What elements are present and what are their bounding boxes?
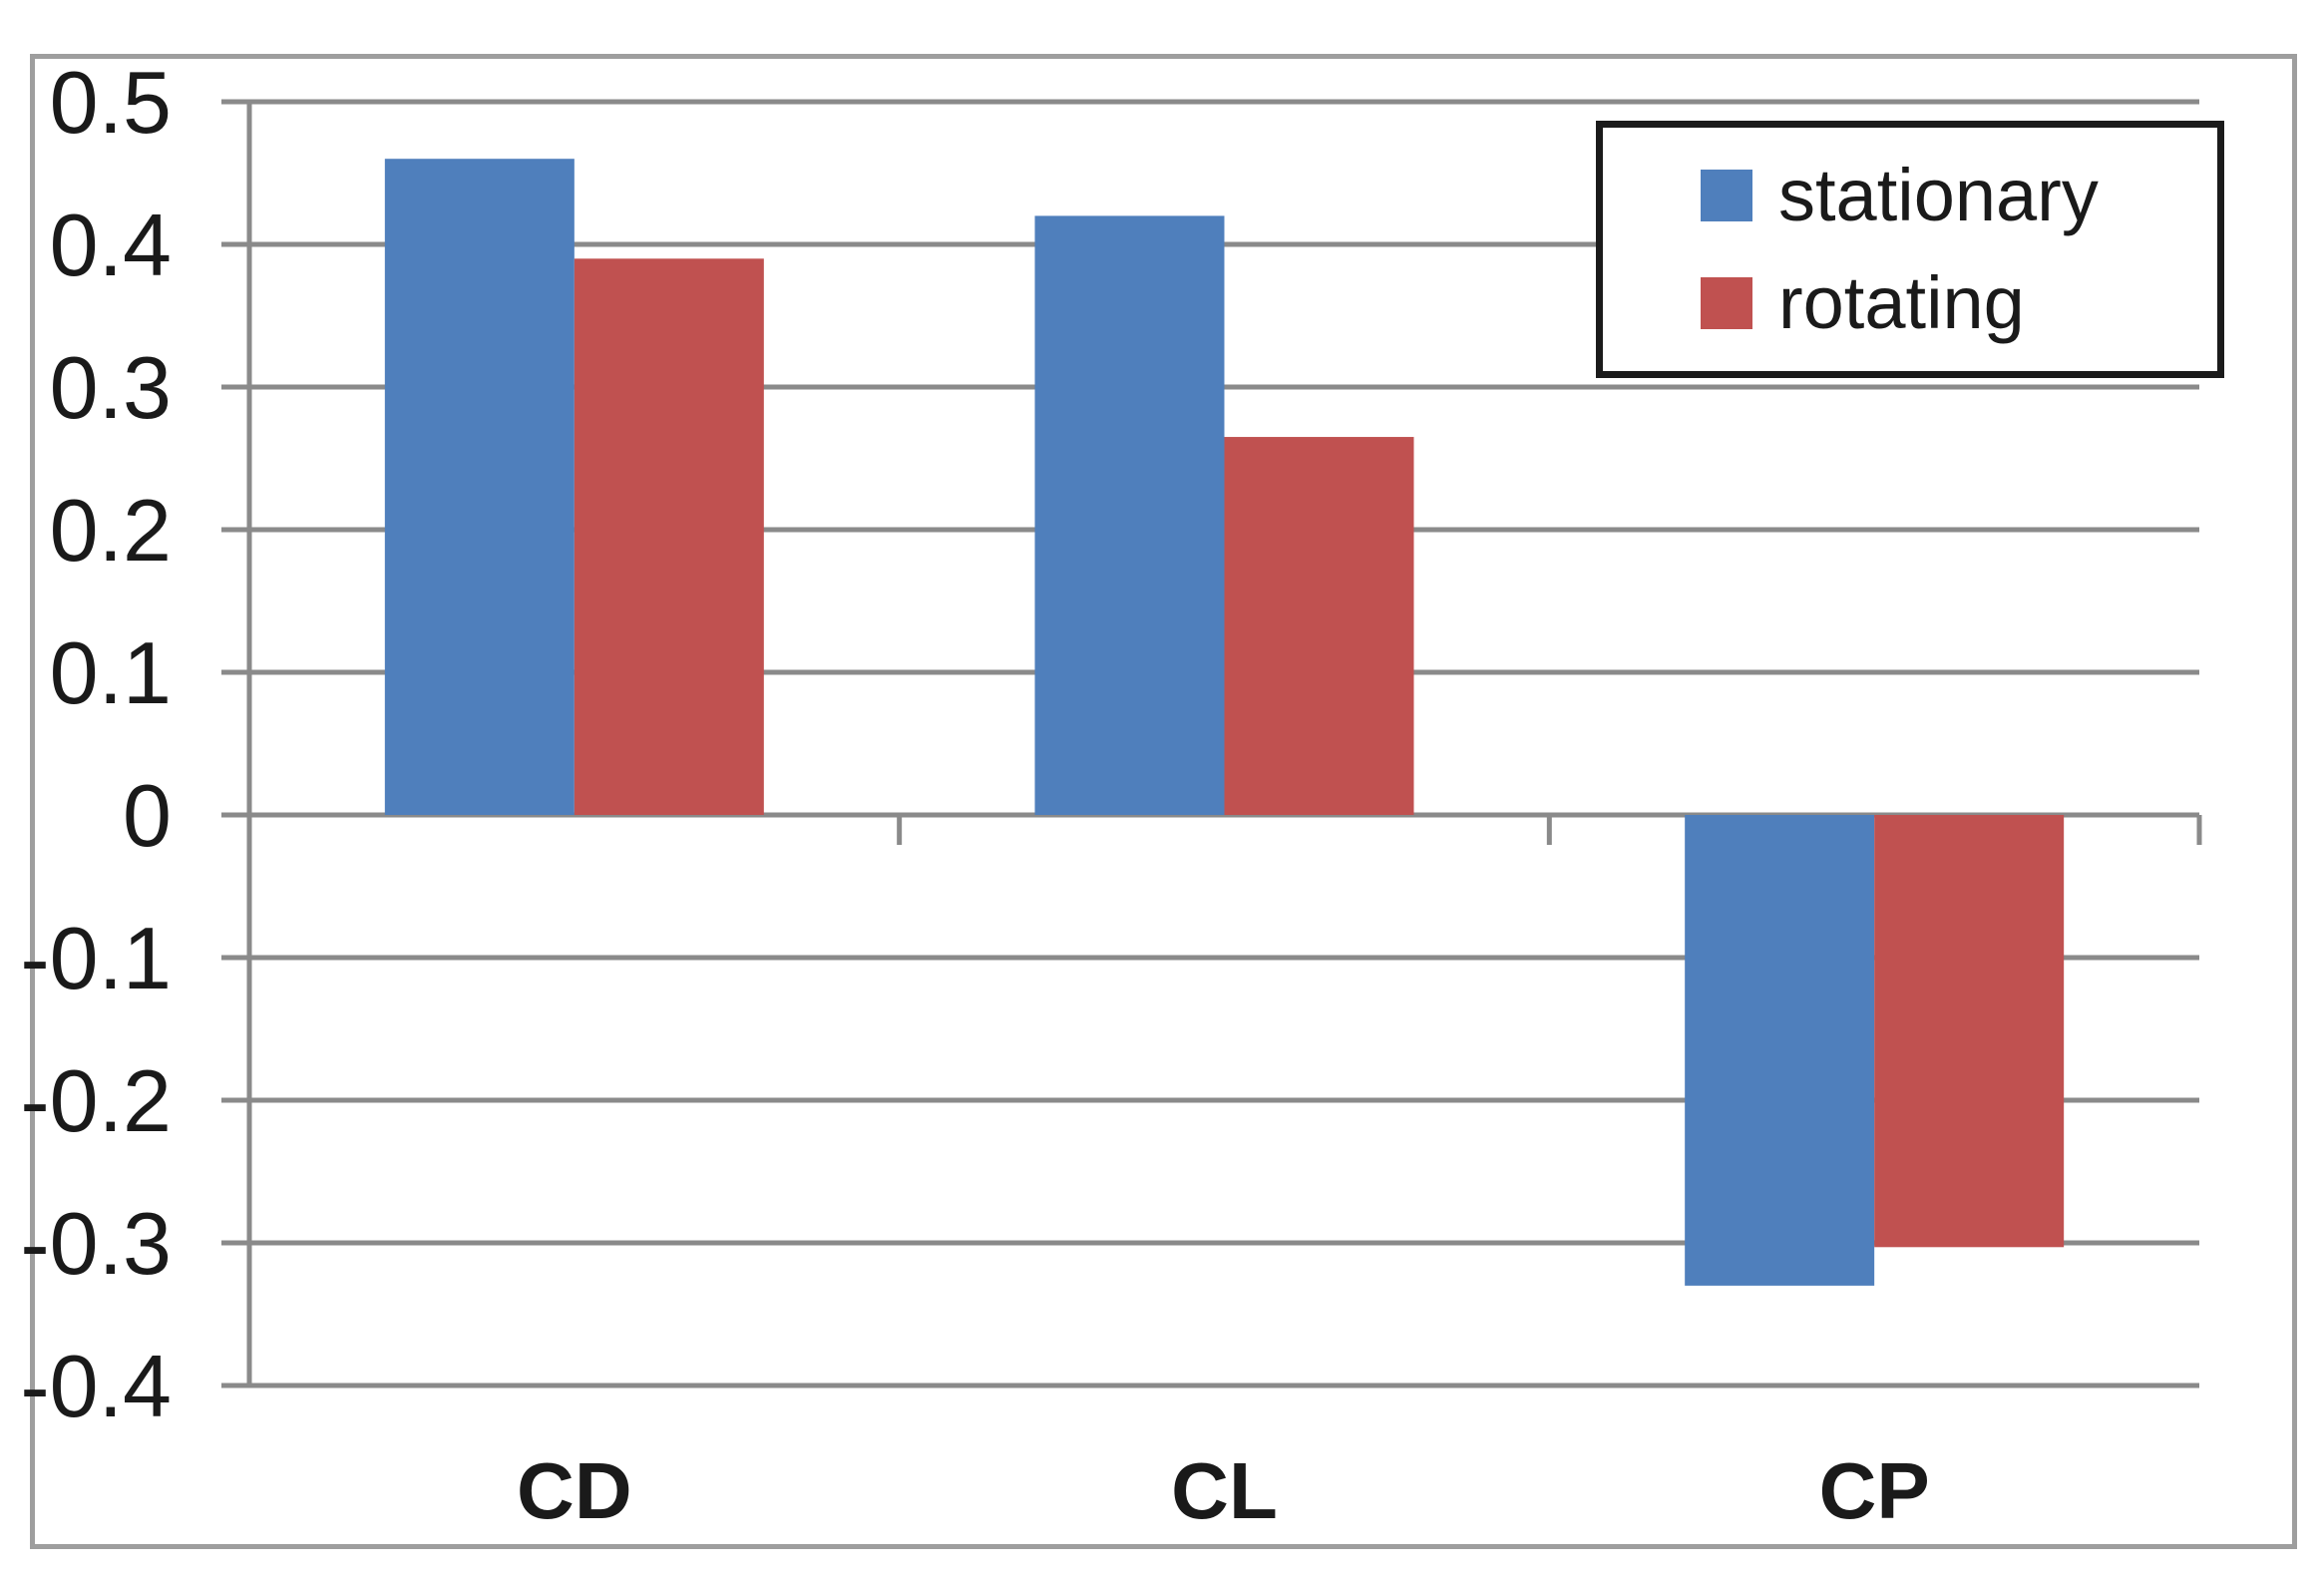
category-label: CL [1171, 1446, 1278, 1535]
y-tick-label: -0.1 [20, 909, 172, 1007]
legend-item-stationary: stationary [1701, 159, 2207, 232]
bar-stationary-CD [384, 159, 575, 815]
legend-swatch-icon [1701, 170, 1752, 221]
legend-label: stationary [1778, 154, 2099, 236]
y-tick-label: 0.5 [50, 53, 172, 152]
y-tick-label: -0.3 [20, 1194, 172, 1293]
legend-item-rotating: rotating [1701, 266, 2207, 340]
legend-label: rotating [1778, 261, 2025, 344]
chart-legend: stationary rotating [1596, 121, 2224, 378]
bar-stationary-CP [1685, 815, 1875, 1286]
bar-rotating-CL [1224, 437, 1414, 815]
y-tick-label: 0 [123, 766, 172, 865]
y-tick-label: 0.1 [50, 623, 172, 722]
y-tick-label: 0.3 [50, 338, 172, 437]
legend-swatch-icon [1701, 277, 1752, 329]
y-tick-label: 0.2 [50, 481, 172, 580]
bar-rotating-CD [574, 258, 764, 815]
bar-stationary-CL [1034, 215, 1225, 815]
y-tick-label: 0.4 [50, 196, 172, 294]
category-label: CP [1819, 1446, 1930, 1535]
y-tick-label: -0.2 [20, 1051, 172, 1150]
category-label: CD [517, 1446, 632, 1535]
y-tick-label: -0.4 [20, 1337, 172, 1435]
bar-rotating-CP [1874, 815, 2065, 1248]
